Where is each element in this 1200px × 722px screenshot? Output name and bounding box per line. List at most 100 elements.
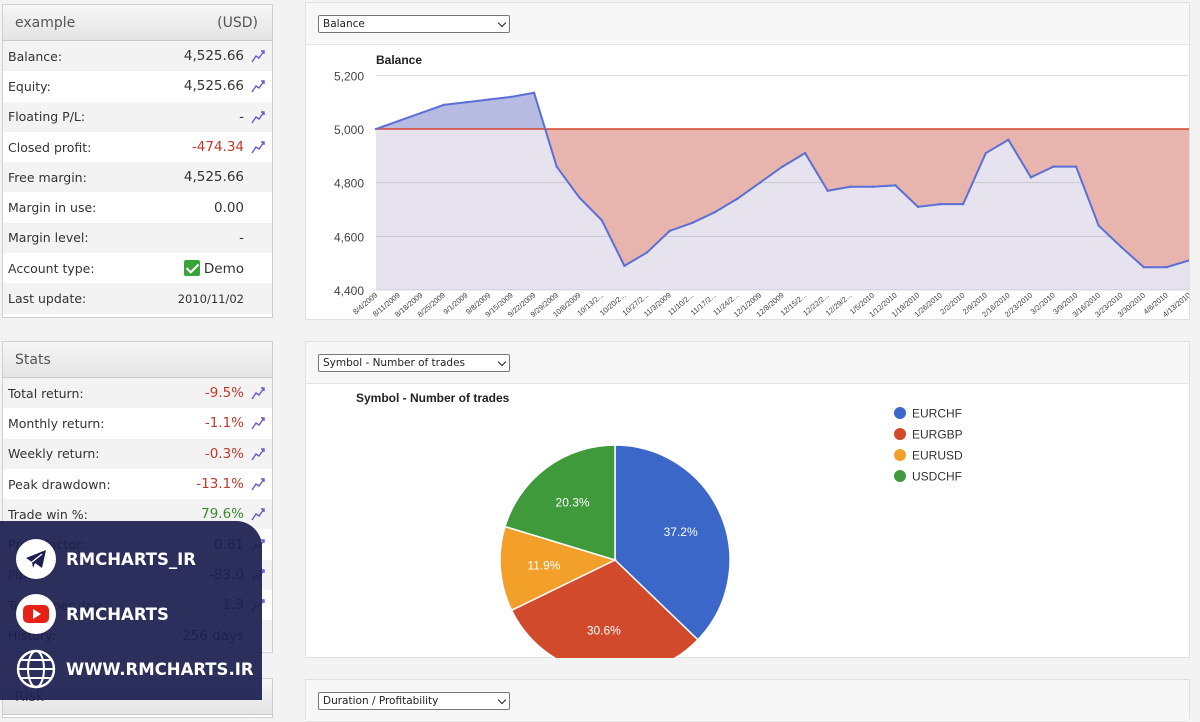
account-row-label: Floating P/L: — [8, 109, 86, 125]
duration-chart-select[interactable]: Duration / Profitability — [318, 692, 510, 710]
balance-point — [532, 91, 536, 95]
stats-row-value: 79.6% — [201, 506, 244, 523]
balance-point — [645, 251, 649, 254]
pie-slice-eurchf[interactable] — [614, 444, 731, 641]
duration-chart-header: Duration / Profitability — [306, 680, 1189, 722]
chart-icon[interactable] — [244, 477, 272, 491]
chart-icon[interactable] — [244, 447, 272, 461]
pie-slice-label: 30.6% — [587, 623, 621, 637]
y-tick-label: 4,800 — [334, 177, 364, 191]
balance-point — [555, 165, 558, 168]
pie-slice-label: 20.3% — [556, 496, 590, 510]
chart-icon[interactable] — [244, 79, 272, 93]
chart-icon[interactable] — [244, 49, 272, 63]
balance-chart-select[interactable]: Balance — [318, 15, 510, 33]
balance-point — [1187, 259, 1189, 262]
chart-icon[interactable] — [244, 386, 272, 400]
balance-area-fill — [376, 92, 1189, 291]
balance-point — [374, 127, 378, 131]
account-row-label: Last update: — [8, 291, 87, 307]
account-row-value: -474.34 — [191, 139, 244, 156]
stats-row-value: -1.1% — [204, 415, 244, 432]
stats-row-label: Weekly return: — [8, 446, 100, 462]
balance-point — [736, 197, 739, 200]
stats-row: Weekly return: -0.3% — [3, 438, 272, 469]
legend-marker — [894, 407, 906, 419]
symbol-chart-select[interactable]: Symbol - Number of trades — [318, 354, 510, 372]
balance-chart-header: Balance — [306, 3, 1189, 45]
account-row: Margin level: - — [3, 222, 272, 254]
balance-point — [1007, 138, 1010, 141]
legend-label[interactable]: USDCHF — [912, 470, 962, 484]
account-type-value: Demo — [203, 260, 244, 277]
account-row-label: Free margin: — [8, 169, 87, 185]
stats-row-label: Monthly return: — [8, 415, 105, 431]
pie-slice-eurusd[interactable] — [499, 525, 618, 612]
telegram-handle: RMCHARTS_IR — [66, 549, 197, 569]
balance-area-below — [376, 129, 1189, 268]
stats-row-label: Trade win %: — [8, 506, 88, 522]
website-url: WWW.RMCHARTS.IR — [66, 659, 254, 679]
balance-point — [510, 95, 513, 99]
balance-point — [849, 185, 852, 188]
youtube-icon — [16, 594, 56, 634]
account-row: Account type: Demo — [3, 253, 272, 283]
balance-point — [781, 165, 784, 168]
account-panel: example (USD) Balance: 4,525.66 Equity: 4,5… — [2, 4, 273, 318]
legend-marker — [894, 470, 906, 482]
balance-point — [803, 151, 807, 155]
balance-point — [1165, 265, 1168, 269]
symbol-chart-card: Symbol - Number of trades Symbol - Numbe… — [305, 341, 1190, 658]
account-row: Margin in use: 0.00 — [3, 192, 272, 222]
balance-point — [916, 205, 920, 209]
balance-point — [1029, 176, 1033, 179]
legend-label[interactable]: EURGBP — [912, 428, 963, 442]
balance-point — [1120, 245, 1123, 249]
balance-point — [758, 181, 762, 184]
chart-icon[interactable] — [244, 416, 272, 430]
chart-icon[interactable] — [244, 140, 272, 154]
account-row-value: 4,525.66 — [183, 48, 244, 65]
symbol-pie-chart: Symbol - Number of trades 37.2% EURCHF 30.6… — [356, 391, 963, 658]
account-row-label: Margin level: — [8, 230, 89, 246]
stats-row: Monthly return: -1.1% — [3, 408, 272, 438]
account-row: Balance: 4,525.66 — [3, 41, 272, 72]
watermark-overlay: RMCHARTS_IR RMCHARTS WWW.RMCHARTS.IR — [0, 521, 262, 700]
balance-point — [397, 119, 400, 123]
balance-point — [713, 210, 716, 214]
pie-slice-usdchf[interactable] — [504, 444, 616, 562]
account-row-value: 2010/11/02 — [177, 291, 244, 306]
stats-row-value: -9.5% — [204, 385, 244, 402]
telegram-row: RMCHARTS_IR — [16, 539, 196, 579]
account-row: Equity: 4,525.66 — [3, 71, 272, 101]
legend-marker — [894, 428, 906, 440]
symbol-chart-header: Symbol - Number of trades — [306, 342, 1189, 384]
balance-point — [600, 219, 604, 222]
y-tick-label: 5,000 — [334, 123, 364, 137]
account-row-label: Account type: — [8, 260, 95, 276]
balance-point — [419, 111, 423, 115]
balance-point — [1074, 165, 1078, 168]
balance-chart-title: Balance — [376, 53, 422, 67]
account-row-value: - — [239, 108, 244, 125]
account-row: Free margin: 4,525.66 — [3, 162, 272, 193]
legend-label[interactable]: EURUSD — [912, 449, 963, 463]
balance-point — [465, 100, 468, 104]
balance-point — [690, 221, 694, 225]
account-row-value: - — [239, 229, 244, 246]
chart-icon[interactable] — [244, 507, 272, 521]
balance-point — [578, 196, 581, 199]
website-row: WWW.RMCHARTS.IR — [16, 649, 254, 689]
pie-slice-eurgbp[interactable] — [510, 559, 699, 658]
chart-icon[interactable] — [244, 110, 272, 124]
stats-row-value: -0.3% — [204, 445, 244, 462]
stats-row-label: Total return: — [8, 385, 84, 401]
balance-point — [442, 103, 445, 107]
legend-label[interactable]: EURCHF — [912, 407, 962, 421]
stats-row: Total return: -9.5% — [3, 378, 272, 409]
account-row-label: Margin in use: — [8, 200, 97, 216]
account-rows: Balance: 4,525.66 Equity: 4,525.66 Floating … — [3, 41, 272, 314]
balance-point — [871, 185, 875, 188]
account-panel-header: example (USD) — [3, 5, 272, 41]
balance-point — [1052, 165, 1055, 168]
